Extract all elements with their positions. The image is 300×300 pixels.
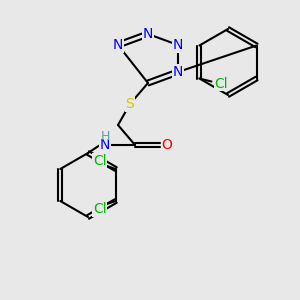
Text: N: N (143, 27, 153, 41)
Text: N: N (173, 38, 183, 52)
Text: Cl: Cl (93, 202, 106, 216)
Text: H: H (100, 130, 110, 143)
Text: S: S (126, 97, 134, 111)
Text: Cl: Cl (214, 76, 228, 91)
Text: N: N (113, 38, 123, 52)
Text: N: N (173, 65, 183, 79)
Text: O: O (162, 138, 172, 152)
Text: N: N (100, 138, 110, 152)
Text: Cl: Cl (93, 154, 106, 168)
